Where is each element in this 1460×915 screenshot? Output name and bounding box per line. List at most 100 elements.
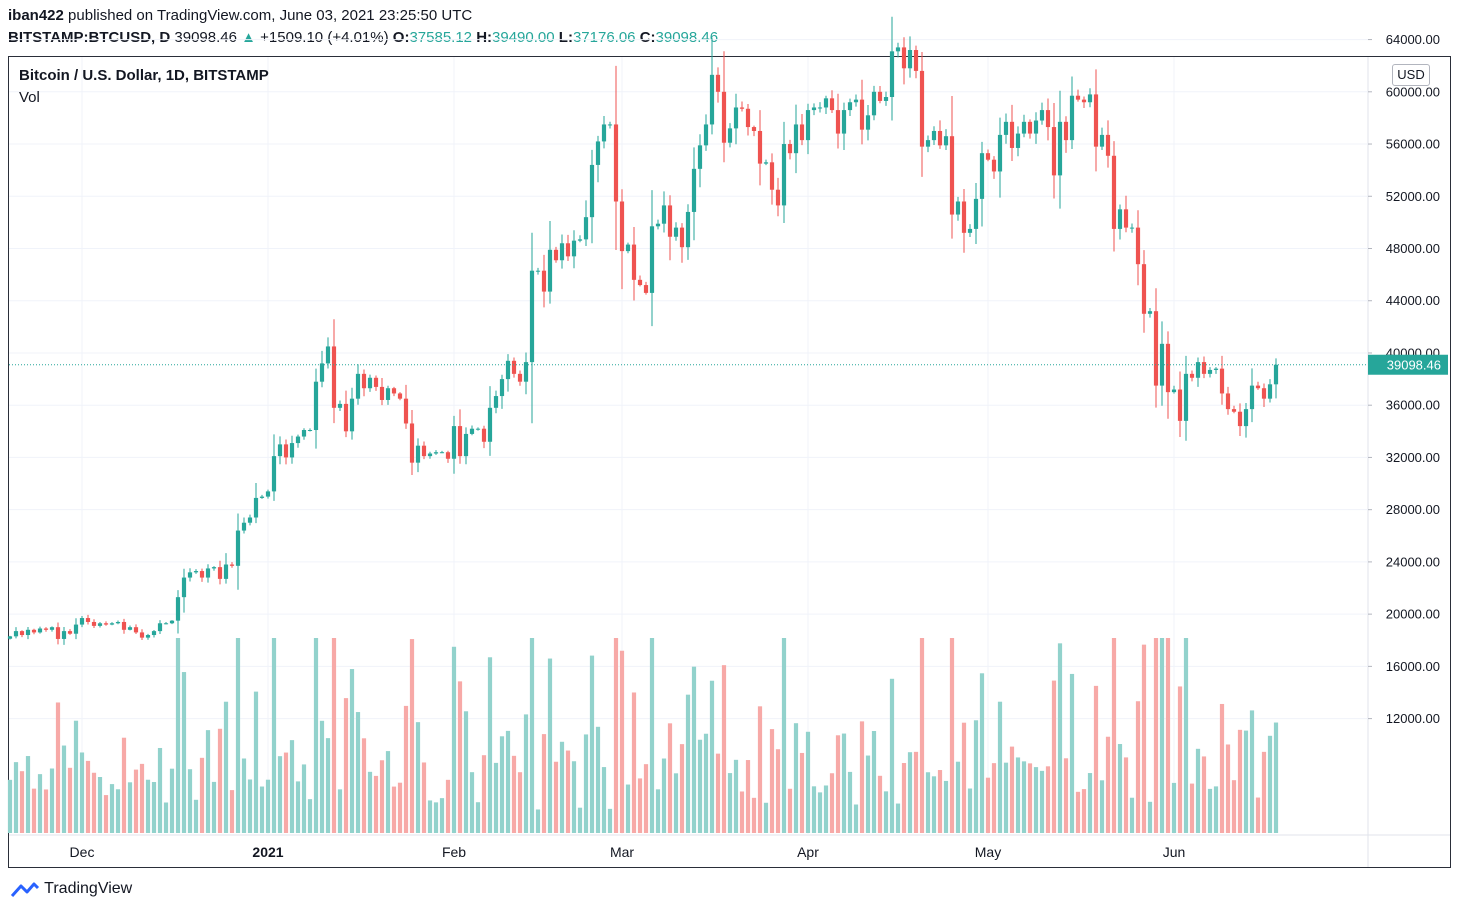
- candle-body: [541, 270, 547, 292]
- candle-body: [553, 249, 559, 261]
- candle-body: [1087, 94, 1093, 103]
- volume-bar: [769, 729, 775, 833]
- candle-body: [151, 631, 157, 636]
- candle-body: [67, 631, 73, 634]
- candle-body: [103, 623, 109, 625]
- candle-body: [619, 201, 625, 252]
- candle-body: [1261, 388, 1267, 399]
- volume-bar: [589, 655, 595, 833]
- author-name[interactable]: iban422: [8, 7, 64, 24]
- candle-body: [973, 198, 979, 229]
- volume-bar: [19, 771, 25, 833]
- candle-body: [55, 627, 61, 639]
- candle-body: [337, 403, 343, 408]
- candle-body: [385, 388, 391, 400]
- candle-body: [595, 141, 601, 165]
- volume-bar: [373, 775, 379, 833]
- volume-bar: [193, 799, 199, 833]
- volume-bar: [679, 744, 685, 833]
- volume-bar: [271, 638, 277, 833]
- candle-body: [745, 108, 751, 128]
- volume-bar: [817, 792, 823, 833]
- volume-bar: [1123, 757, 1129, 833]
- y-tick-label: 44000.00: [1386, 293, 1440, 308]
- volume-bar: [1195, 748, 1201, 833]
- volume-bar: [595, 726, 601, 833]
- volume-bar: [511, 755, 517, 833]
- candle-body: [169, 620, 175, 624]
- candle-body: [445, 452, 451, 459]
- candle-body: [889, 51, 895, 98]
- volume-bar: [661, 758, 667, 833]
- volume-bar: [649, 638, 655, 833]
- volume-bar: [481, 755, 487, 833]
- volume-bar: [211, 781, 217, 833]
- volume-bar: [1237, 729, 1243, 833]
- volume-bar: [163, 802, 169, 833]
- y-tick-label: 36000.00: [1386, 398, 1440, 413]
- volume-bar: [1087, 773, 1093, 833]
- candle-body: [913, 50, 919, 71]
- volume-bar: [523, 714, 529, 833]
- candle-body: [199, 571, 205, 578]
- candle-body: [1075, 95, 1081, 100]
- volume-bar: [283, 752, 289, 833]
- candle-body: [1207, 369, 1213, 374]
- volume-bar: [403, 705, 409, 833]
- volume-bar: [253, 691, 259, 833]
- candle-body: [829, 98, 835, 111]
- volume-bar: [115, 789, 121, 833]
- candle-body: [1153, 311, 1159, 386]
- candle-body: [715, 74, 721, 92]
- volume-bar: [919, 638, 925, 833]
- candle-body: [391, 388, 397, 394]
- volume-bar: [67, 767, 73, 833]
- volume-bar: [313, 638, 319, 833]
- candle-body: [1099, 134, 1105, 147]
- volume-bar: [175, 638, 181, 833]
- volume-bar: [259, 786, 265, 833]
- volume-bar: [1201, 756, 1207, 833]
- candle-body: [817, 107, 823, 109]
- candle-body: [709, 74, 715, 125]
- volume-bar: [643, 764, 649, 833]
- candle-body: [463, 433, 469, 457]
- candle-body: [133, 627, 139, 633]
- candle-body: [943, 136, 949, 146]
- volume-bar: [625, 784, 631, 833]
- volume-bar: [499, 736, 505, 833]
- volume-bar: [91, 772, 97, 833]
- volume-bar: [49, 768, 55, 833]
- volume-bar: [895, 803, 901, 833]
- volume-bar: [877, 775, 883, 833]
- candle-body: [589, 164, 595, 218]
- candle-body: [787, 144, 793, 154]
- y-tick-label: 16000.00: [1386, 659, 1440, 674]
- volume-bar: [421, 762, 427, 833]
- candle-body: [289, 443, 295, 458]
- footer-brand: TradingView: [44, 880, 133, 897]
- volume-bar: [103, 795, 109, 833]
- currency-button[interactable]: USD: [1392, 64, 1430, 86]
- y-tick-label: 56000.00: [1386, 137, 1440, 152]
- candle-body: [355, 373, 361, 399]
- candle-body: [883, 97, 889, 101]
- volume-bar: [493, 762, 499, 833]
- candle-body: [13, 631, 19, 637]
- candle-body: [763, 162, 769, 164]
- candle-body: [127, 627, 133, 630]
- tradingview-logo[interactable]: TradingView: [10, 880, 132, 898]
- volume-bar: [619, 650, 625, 833]
- candle-body: [991, 159, 997, 172]
- open-label: O:: [392, 29, 410, 46]
- candle-body: [427, 453, 433, 457]
- tradingview-cloud-icon: [10, 882, 40, 897]
- volume-bar: [1135, 701, 1141, 833]
- candle-body: [361, 373, 367, 389]
- volume-bar: [673, 773, 679, 833]
- candle-body: [343, 403, 349, 432]
- volume-bar: [199, 757, 205, 833]
- candle-body: [331, 346, 337, 408]
- volume-bar: [433, 802, 439, 833]
